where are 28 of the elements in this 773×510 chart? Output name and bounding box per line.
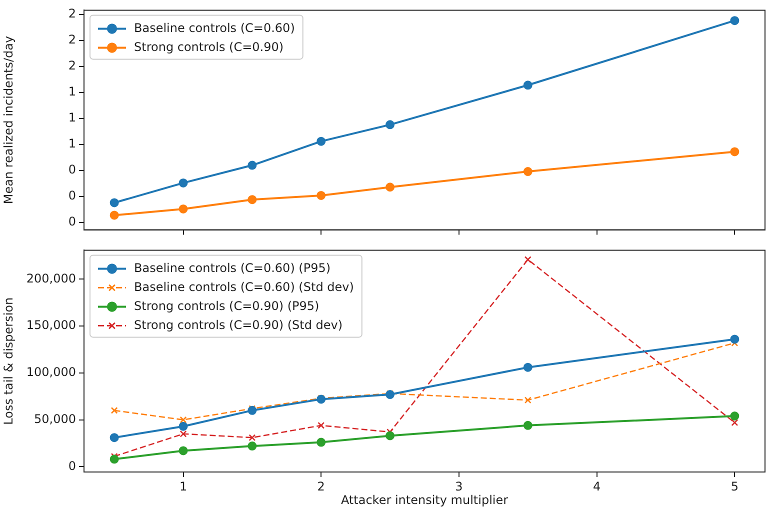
legend-label: Strong controls (C=0.90) (P95): [134, 298, 320, 313]
y-tick-label: 1: [68, 136, 76, 151]
y-tick-label: 1: [68, 110, 76, 125]
y-tick-label: 0: [68, 188, 76, 203]
legend-label: Baseline controls (C=0.60): [134, 20, 295, 35]
y-axis-title: Loss tail & dispersion: [1, 297, 16, 425]
legend-label: Baseline controls (C=0.60) (Std dev): [134, 280, 354, 294]
y-tick-label: 2: [68, 58, 76, 73]
y-tick-label: 150,000: [26, 318, 76, 332]
x-tick-label: 5: [730, 479, 738, 494]
y-tick-label: 2: [68, 32, 76, 47]
y-tick-label: 0: [68, 214, 76, 229]
x-tick-label: 1: [179, 479, 188, 494]
legend-label: Strong controls (C=0.90): [134, 40, 284, 54]
x-tick-label: 3: [455, 479, 463, 494]
y-tick-label: 200,000: [26, 271, 76, 286]
x-axis-title: Attacker intensity multiplier: [340, 492, 508, 507]
legend-label: Baseline controls (C=0.60) (P95): [134, 260, 331, 275]
y-axis-title: Mean realized incidents/day: [1, 36, 16, 204]
x-tick-label: 4: [592, 479, 601, 494]
y-tick-label: 50,000: [34, 412, 76, 426]
y-tick-label: 0: [68, 458, 76, 473]
x-tick-label: 2: [317, 479, 325, 494]
y-tick-label: 1: [68, 84, 76, 99]
legend-label: Strong controls (C=0.90) (Std dev): [134, 318, 343, 332]
y-tick-label: 2: [68, 6, 76, 20]
y-tick-label: 100,000: [26, 365, 76, 380]
y-tick-label: 0: [68, 162, 76, 177]
